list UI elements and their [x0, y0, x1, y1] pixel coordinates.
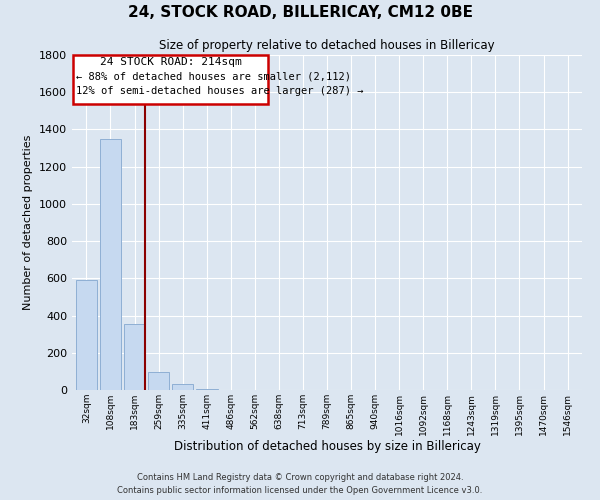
Text: Contains HM Land Registry data © Crown copyright and database right 2024.
Contai: Contains HM Land Registry data © Crown c…	[118, 474, 482, 495]
Bar	[124, 324, 145, 390]
Bar	[76, 280, 97, 390]
Text: 24, STOCK ROAD, BILLERICAY, CM12 0BE: 24, STOCK ROAD, BILLERICAY, CM12 0BE	[128, 5, 473, 20]
Bar	[148, 372, 169, 390]
Bar	[100, 138, 121, 390]
Text: 12% of semi-detached houses are larger (287) →: 12% of semi-detached houses are larger (…	[76, 86, 363, 96]
Bar	[172, 384, 193, 390]
Bar	[196, 388, 218, 390]
FancyBboxPatch shape	[73, 55, 268, 104]
X-axis label: Distribution of detached houses by size in Billericay: Distribution of detached houses by size …	[173, 440, 481, 454]
Title: Size of property relative to detached houses in Billericay: Size of property relative to detached ho…	[159, 40, 495, 52]
Y-axis label: Number of detached properties: Number of detached properties	[23, 135, 34, 310]
Text: ← 88% of detached houses are smaller (2,112): ← 88% of detached houses are smaller (2,…	[76, 72, 350, 82]
Text: 24 STOCK ROAD: 214sqm: 24 STOCK ROAD: 214sqm	[100, 57, 242, 67]
